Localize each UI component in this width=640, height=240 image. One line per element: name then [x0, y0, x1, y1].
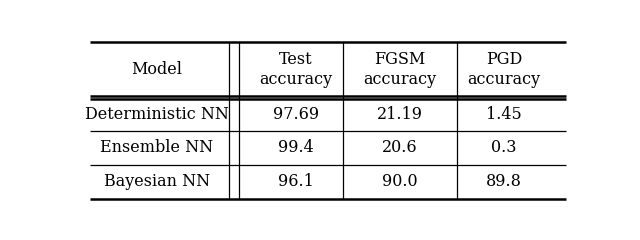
Text: 20.6: 20.6: [382, 139, 418, 156]
Text: FGSM
accuracy: FGSM accuracy: [364, 51, 436, 88]
Text: Test
accuracy: Test accuracy: [259, 51, 332, 88]
Text: Ensemble NN: Ensemble NN: [100, 139, 214, 156]
Text: 96.1: 96.1: [278, 173, 314, 190]
Text: Deterministic NN: Deterministic NN: [85, 106, 229, 123]
Text: 0.3: 0.3: [492, 139, 517, 156]
Text: 89.8: 89.8: [486, 173, 522, 190]
Text: 21.19: 21.19: [377, 106, 423, 123]
Text: 99.4: 99.4: [278, 139, 314, 156]
Text: Bayesian NN: Bayesian NN: [104, 173, 210, 190]
Text: 97.69: 97.69: [273, 106, 319, 123]
Text: PGD
accuracy: PGD accuracy: [467, 51, 541, 88]
Text: 90.0: 90.0: [382, 173, 418, 190]
Text: 1.45: 1.45: [486, 106, 522, 123]
Text: Model: Model: [131, 61, 182, 78]
